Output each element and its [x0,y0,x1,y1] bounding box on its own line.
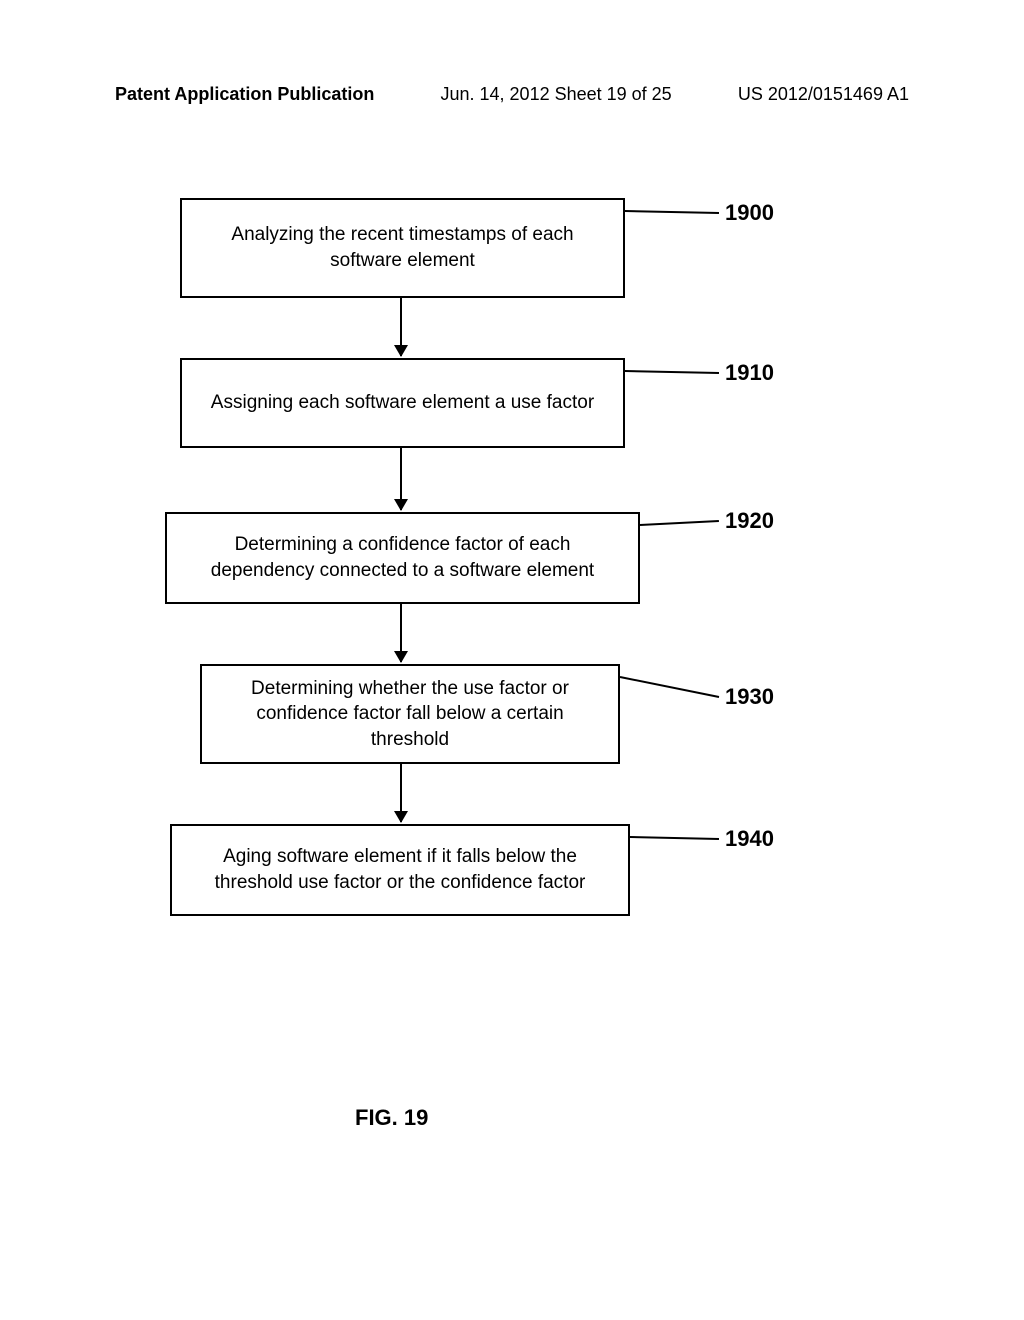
flowchart-box: Determining whether the use factor or co… [200,664,620,764]
reference-label: 1930 [725,684,774,710]
reference-leader [630,836,719,840]
flowchart-arrow [400,764,402,822]
reference-label: 1920 [725,508,774,534]
flowchart-box-text: Determining whether the use factor or co… [222,676,598,753]
figure-caption: FIG. 19 [355,1105,428,1131]
flowchart-box: Assigning each software element a use fa… [180,358,625,448]
flowchart-arrow [400,298,402,356]
reference-leader [640,520,719,526]
reference-label: 1910 [725,360,774,386]
flowchart-box: Determining a confidence factor of each … [165,512,640,604]
flowchart-box: Analyzing the recent timestamps of each … [180,198,625,298]
reference-leader [620,676,719,698]
flowchart-arrow [400,604,402,662]
flowchart-canvas: Analyzing the recent timestamps of each … [0,0,1024,1320]
flowchart-box: Aging software element if it falls below… [170,824,630,916]
flowchart-box-text: Determining a confidence factor of each … [187,532,618,583]
reference-leader [625,370,719,374]
reference-label: 1940 [725,826,774,852]
flowchart-box-text: Aging software element if it falls below… [192,844,608,895]
flowchart-arrow [400,448,402,510]
flowchart-box-text: Assigning each software element a use fa… [211,390,594,416]
reference-label: 1900 [725,200,774,226]
reference-leader [625,210,719,214]
flowchart-box-text: Analyzing the recent timestamps of each … [202,222,603,273]
